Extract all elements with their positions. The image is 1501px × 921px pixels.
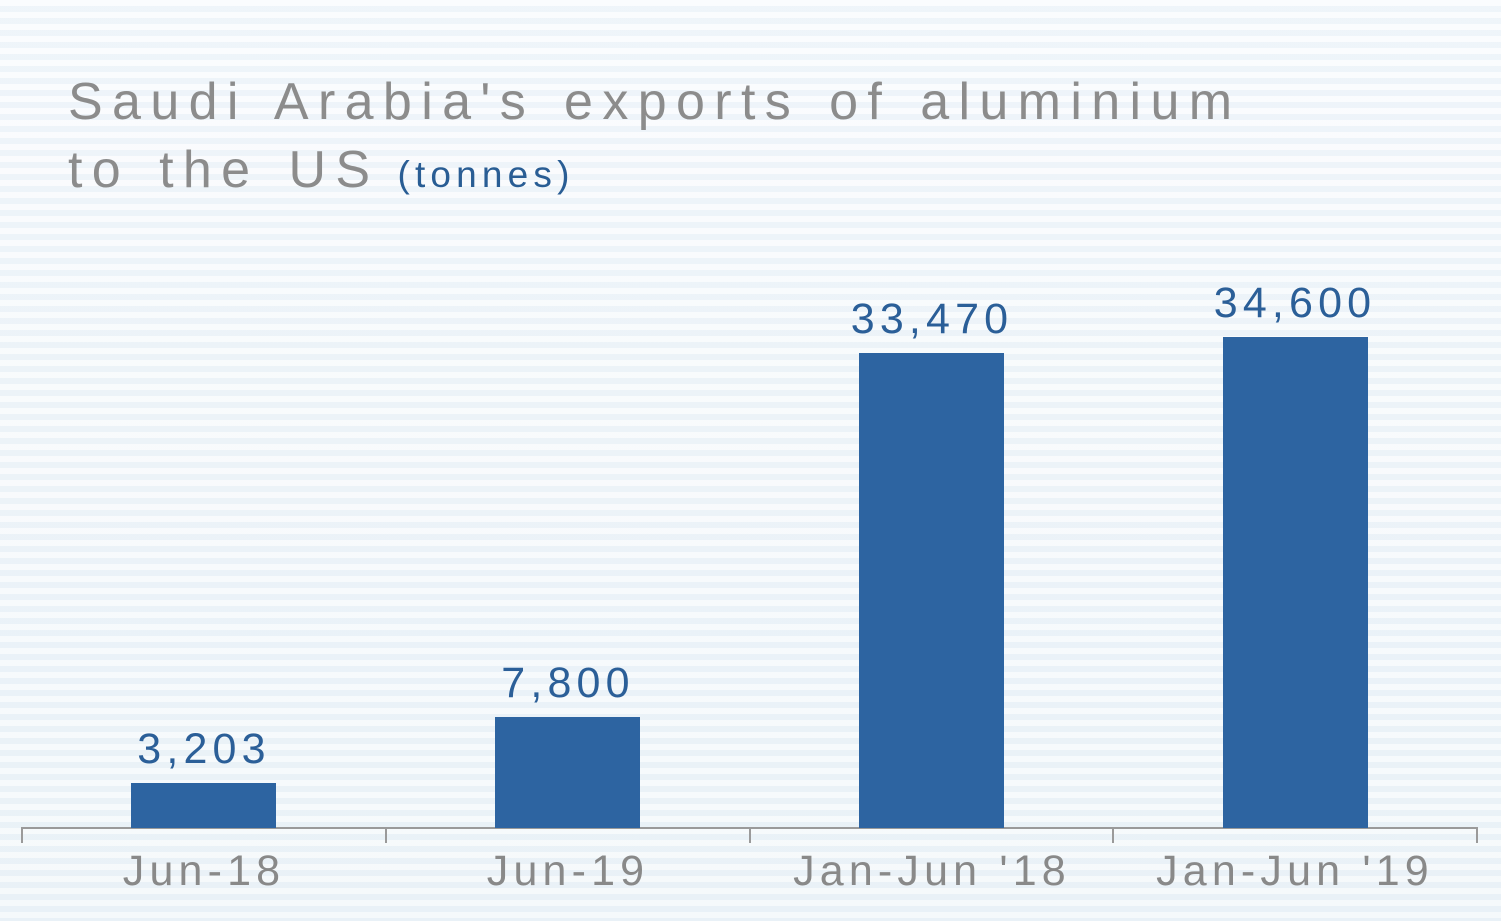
category-label-jan-jun-18: Jan-Jun '18 — [793, 847, 1071, 895]
bar-jan-jun-18 — [859, 353, 1004, 828]
bar-jun-18 — [131, 783, 276, 828]
value-label-jan-jun-18: 33,470 — [850, 295, 1014, 343]
value-label-jun-18: 3,203 — [137, 725, 271, 773]
bar-jun-19 — [495, 717, 640, 828]
value-label-jun-19: 7,800 — [501, 659, 635, 707]
chart-title-line2: to the US — [68, 141, 380, 199]
category-label-jun-19: Jun-19 — [486, 847, 650, 895]
chart-unit-label: (tonnes) — [397, 154, 575, 195]
x-axis-tick — [1112, 827, 1115, 843]
category-label-jan-jun-19: Jan-Jun '19 — [1156, 847, 1434, 895]
chart-title-line1: Saudi Arabia's exports of aluminium — [68, 73, 1242, 131]
chart-title: Saudi Arabia's exports of aluminium to t… — [68, 68, 1468, 209]
bar-jan-jun-19 — [1223, 337, 1368, 828]
x-axis-tick — [1476, 827, 1478, 843]
category-label-jun-18: Jun-18 — [122, 847, 286, 895]
value-label-jan-jun-19: 34,600 — [1213, 279, 1377, 327]
x-axis-tick — [748, 827, 751, 843]
x-axis-tick — [384, 827, 387, 843]
x-axis-tick — [21, 827, 23, 843]
